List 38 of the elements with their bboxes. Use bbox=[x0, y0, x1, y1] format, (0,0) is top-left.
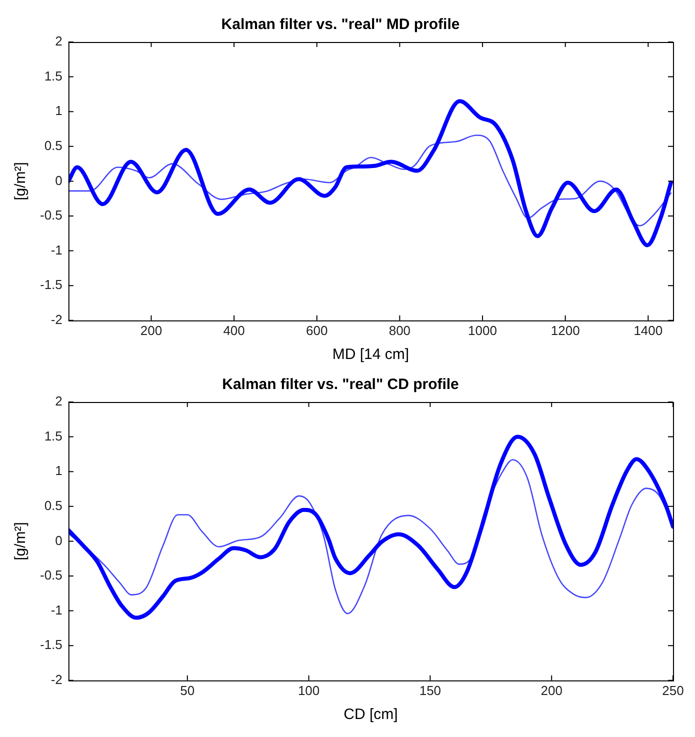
x-tick-label: 50 bbox=[180, 682, 195, 698]
y-tick-label: 1.5 bbox=[44, 428, 62, 444]
x-tick-label: 200 bbox=[140, 322, 162, 338]
chart-title: Kalman filter vs. "real" MD profile bbox=[221, 16, 460, 34]
x-tick-label: 400 bbox=[223, 322, 245, 338]
y-tick-label: -1 bbox=[50, 242, 62, 258]
chart-title: Kalman filter vs. "real" CD profile bbox=[222, 376, 459, 394]
x-tick-label: 1200 bbox=[550, 322, 580, 338]
x-tick-label: 200 bbox=[540, 682, 562, 698]
line-series bbox=[68, 99, 673, 248]
x-tick-label: 1000 bbox=[468, 322, 497, 338]
y-tick-label: -1 bbox=[50, 602, 62, 618]
y-tick-label: -2 bbox=[50, 672, 62, 687]
x-tick-label: 250 bbox=[662, 682, 684, 698]
y-tick-label: -0.5 bbox=[40, 568, 62, 583]
y-tick-label: 0 bbox=[55, 172, 62, 188]
x-tick-label: 600 bbox=[306, 322, 328, 338]
y-tick-label: 0.5 bbox=[44, 498, 62, 513]
y-tick-label: -1.5 bbox=[40, 637, 62, 652]
x-tick-label: 1400 bbox=[634, 322, 663, 338]
y-tick-label: 1 bbox=[55, 103, 62, 118]
x-tick-label: 100 bbox=[298, 682, 320, 698]
y-tick-label: -1.5 bbox=[40, 277, 62, 292]
line-series bbox=[68, 434, 673, 620]
y-tick-label: 0 bbox=[55, 532, 62, 548]
y-tick-label: 2 bbox=[55, 34, 62, 49]
x-tick-label: 800 bbox=[388, 322, 411, 338]
y-tick-label: 1 bbox=[55, 463, 62, 478]
y-axis-title: [g/m²] bbox=[12, 522, 30, 560]
x-tick-label: 150 bbox=[419, 682, 442, 698]
y-tick-label: 0.5 bbox=[44, 138, 62, 153]
x-axis-title: CD [cm] bbox=[344, 706, 398, 724]
y-tick-label: 1.5 bbox=[44, 68, 62, 84]
y-axis-title: [g/m²] bbox=[12, 162, 30, 200]
y-tick-label: -2 bbox=[50, 312, 62, 327]
y-tick-label: 2 bbox=[55, 394, 62, 409]
y-tick-label: -0.5 bbox=[40, 208, 62, 223]
x-axis-title: MD [14 cm] bbox=[332, 346, 410, 364]
